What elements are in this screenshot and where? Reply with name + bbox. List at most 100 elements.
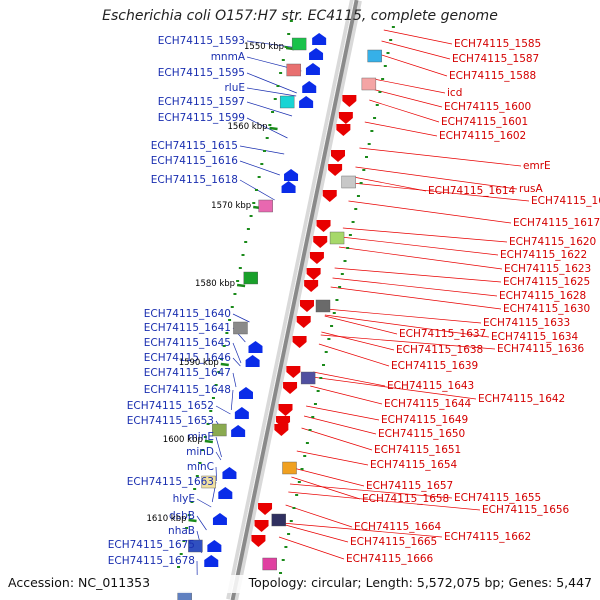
right-leader-line xyxy=(334,267,502,283)
feature-dot xyxy=(330,325,334,327)
feature-dot xyxy=(279,572,283,574)
right-leader-line xyxy=(281,522,443,538)
feature-dot xyxy=(195,475,199,477)
feature-dot xyxy=(381,78,385,80)
gene-block xyxy=(361,77,377,91)
right-gene-label: ECH74115_1664 xyxy=(354,521,442,533)
gene-block xyxy=(188,539,203,553)
right-gene-label: ECH74115_1662 xyxy=(444,531,532,543)
feature-dot xyxy=(319,377,323,379)
right-leader-line xyxy=(342,227,508,243)
feature-dot xyxy=(332,312,336,314)
reverse-genes xyxy=(251,95,357,547)
feature-dot xyxy=(297,481,301,483)
gene-block xyxy=(300,371,316,385)
gene-block xyxy=(367,49,382,63)
gene-block xyxy=(271,513,286,527)
reverse-gene-arrow xyxy=(331,150,345,162)
left-leader-line xyxy=(239,145,285,155)
feature-dot xyxy=(190,501,194,503)
reverse-gene-arrow xyxy=(300,300,314,312)
gene-block xyxy=(315,299,331,313)
right-gene-label: icd xyxy=(447,87,463,99)
left-leader-line xyxy=(215,451,222,461)
gene-block xyxy=(233,321,248,335)
right-gene-label: ECH74115_1630 xyxy=(503,303,591,315)
feature-dot xyxy=(335,299,339,301)
gene-block xyxy=(177,591,192,600)
feature-dot xyxy=(246,228,250,230)
feature-dot xyxy=(343,260,347,262)
feature-dot xyxy=(289,20,293,22)
forward-gene-arrow xyxy=(245,355,260,367)
forward-genes xyxy=(204,33,327,567)
feature-dot xyxy=(313,403,317,405)
reverse-gene-arrow xyxy=(313,236,328,248)
feature-dot xyxy=(211,397,215,399)
right-leader-line xyxy=(281,523,349,543)
gene-block xyxy=(291,37,307,51)
left-gene-label: ECH74115_1593 xyxy=(157,35,245,47)
right-leader-line xyxy=(324,314,490,338)
forward-gene-arrow xyxy=(234,407,249,419)
right-leader-line xyxy=(306,405,380,421)
forward-gene-arrow xyxy=(299,96,314,108)
right-leader-line xyxy=(289,483,453,499)
right-leader-line xyxy=(353,176,427,192)
reverse-gene-arrow xyxy=(296,316,311,328)
right-leader-line xyxy=(312,376,477,400)
feature-dot xyxy=(225,332,229,334)
gene-block xyxy=(329,231,345,245)
feature-dot xyxy=(327,338,331,340)
right-leader-line xyxy=(364,121,438,137)
left-gene-label: ECH74115_1646 xyxy=(143,352,231,364)
left-gene-label: ECH74115_1599 xyxy=(157,112,245,124)
reverse-gene-arrow xyxy=(309,252,324,264)
feature-dot xyxy=(265,137,269,139)
left-gene-label: ECH74115_1618 xyxy=(150,174,238,186)
feature-dot xyxy=(260,163,264,165)
feature-dot xyxy=(193,488,197,490)
right-gene-label: ECH74115_1587 xyxy=(452,53,540,65)
scale-tick-mark xyxy=(204,439,214,444)
feature-dot xyxy=(292,507,296,509)
right-leader-line xyxy=(320,334,496,350)
feature-dot xyxy=(214,384,218,386)
right-gene-label: ECH74115_1633 xyxy=(483,317,571,329)
scale-tick-label: 1590 kbp xyxy=(178,358,219,368)
feature-dot xyxy=(276,85,280,87)
right-gene-label: ECH74115_1658 xyxy=(362,493,450,505)
feature-dot xyxy=(389,39,393,41)
reverse-gene-arrow xyxy=(316,220,331,232)
right-gene-label: ECH74115_1642 xyxy=(478,393,566,405)
feature-dot xyxy=(228,319,232,321)
feature-dot xyxy=(206,423,210,425)
genome-backbone xyxy=(226,0,362,600)
right-leader-line xyxy=(293,467,365,487)
right-leader-line xyxy=(318,343,390,367)
scale-tick-label: 1560 kbp xyxy=(227,122,268,132)
forward-gene-arrow xyxy=(207,540,222,552)
feature-dot xyxy=(233,293,237,295)
feature-dot xyxy=(203,436,207,438)
right-leader-line xyxy=(326,308,482,324)
gene-block xyxy=(258,199,273,213)
scale-tick-label: 1610 kbp xyxy=(146,514,187,524)
right-gene-label: ECH74115_1651 xyxy=(374,444,462,456)
feature-dot xyxy=(351,221,355,223)
feature-dot xyxy=(373,117,377,119)
feature-dot xyxy=(271,111,275,113)
left-gene-label: mnmA xyxy=(210,51,245,63)
right-leader-line xyxy=(330,286,502,310)
right-gene-label: ECH74115_1602 xyxy=(439,130,527,142)
left-gene-label: minE xyxy=(187,431,214,443)
right-leader-line xyxy=(352,182,530,202)
right-leader-line xyxy=(324,315,398,335)
feature-dot xyxy=(238,267,242,269)
right-gene-label: ECH74115_1666 xyxy=(346,553,434,565)
left-gene-label: ECH74115_1647 xyxy=(143,367,231,379)
reverse-gene-arrow xyxy=(251,535,266,547)
right-leader-line xyxy=(381,40,451,60)
right-leader-line xyxy=(378,53,448,77)
